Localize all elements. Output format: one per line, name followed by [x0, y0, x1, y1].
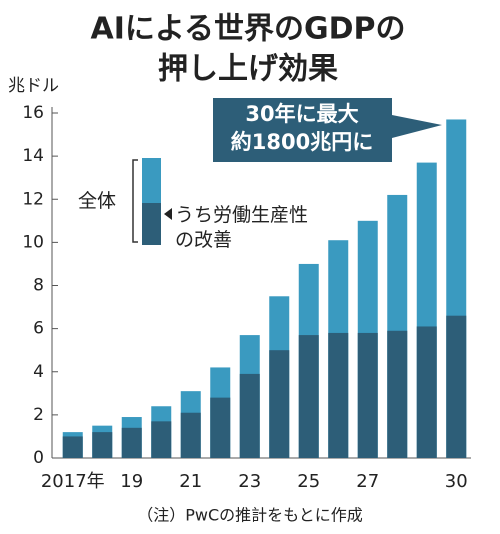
x-tick-label: 27	[356, 471, 379, 492]
y-tick-label: 14	[22, 146, 44, 166]
y-tick-label: 10	[22, 232, 44, 252]
y-tick-label: 8	[33, 276, 44, 296]
bar	[328, 332, 349, 458]
legend-bracket	[132, 159, 138, 243]
y-tick-label: 2	[33, 405, 44, 425]
y-tick-label: 6	[33, 319, 44, 339]
bar	[92, 432, 113, 458]
y-tick-label: 4	[33, 362, 44, 382]
legend-arrow	[164, 208, 172, 220]
bar	[387, 330, 408, 458]
bar	[298, 335, 319, 458]
legend-swatch	[142, 158, 161, 203]
footnote: （注）PwCの推計をもとに作成	[137, 506, 363, 525]
y-tick-label: 12	[22, 189, 44, 209]
y-tick-label: 16	[22, 103, 44, 123]
bar	[446, 315, 467, 458]
chart-title: 押し上げ効果	[158, 52, 338, 87]
y-tick-label: 0	[33, 448, 44, 468]
x-tick-label: 25	[297, 471, 320, 492]
x-tick-label: 19	[120, 471, 143, 492]
annotation: 30年に最大	[245, 102, 358, 126]
legend-swatch	[142, 203, 161, 245]
legend-label: うち労働生産性の改善	[175, 204, 309, 251]
y-axis-label: 兆ドル	[8, 76, 59, 96]
x-tick-label: 23	[238, 471, 261, 492]
bar	[357, 332, 378, 458]
bar	[269, 350, 290, 458]
bar	[239, 373, 260, 458]
chart-title: AIによる世界のGDPの	[91, 12, 406, 47]
annotation: 約1800兆円に	[231, 130, 373, 154]
bar	[62, 436, 83, 458]
x-tick-label: 2017年	[41, 471, 105, 492]
bar	[416, 326, 437, 458]
x-tick-label: 21	[179, 471, 202, 492]
annotation-box	[213, 98, 442, 162]
bar	[151, 421, 172, 458]
bar	[180, 412, 201, 458]
legend-label: 全体	[78, 190, 117, 212]
x-tick-label: 30	[445, 471, 468, 492]
bar	[210, 397, 231, 458]
bar	[121, 427, 142, 458]
